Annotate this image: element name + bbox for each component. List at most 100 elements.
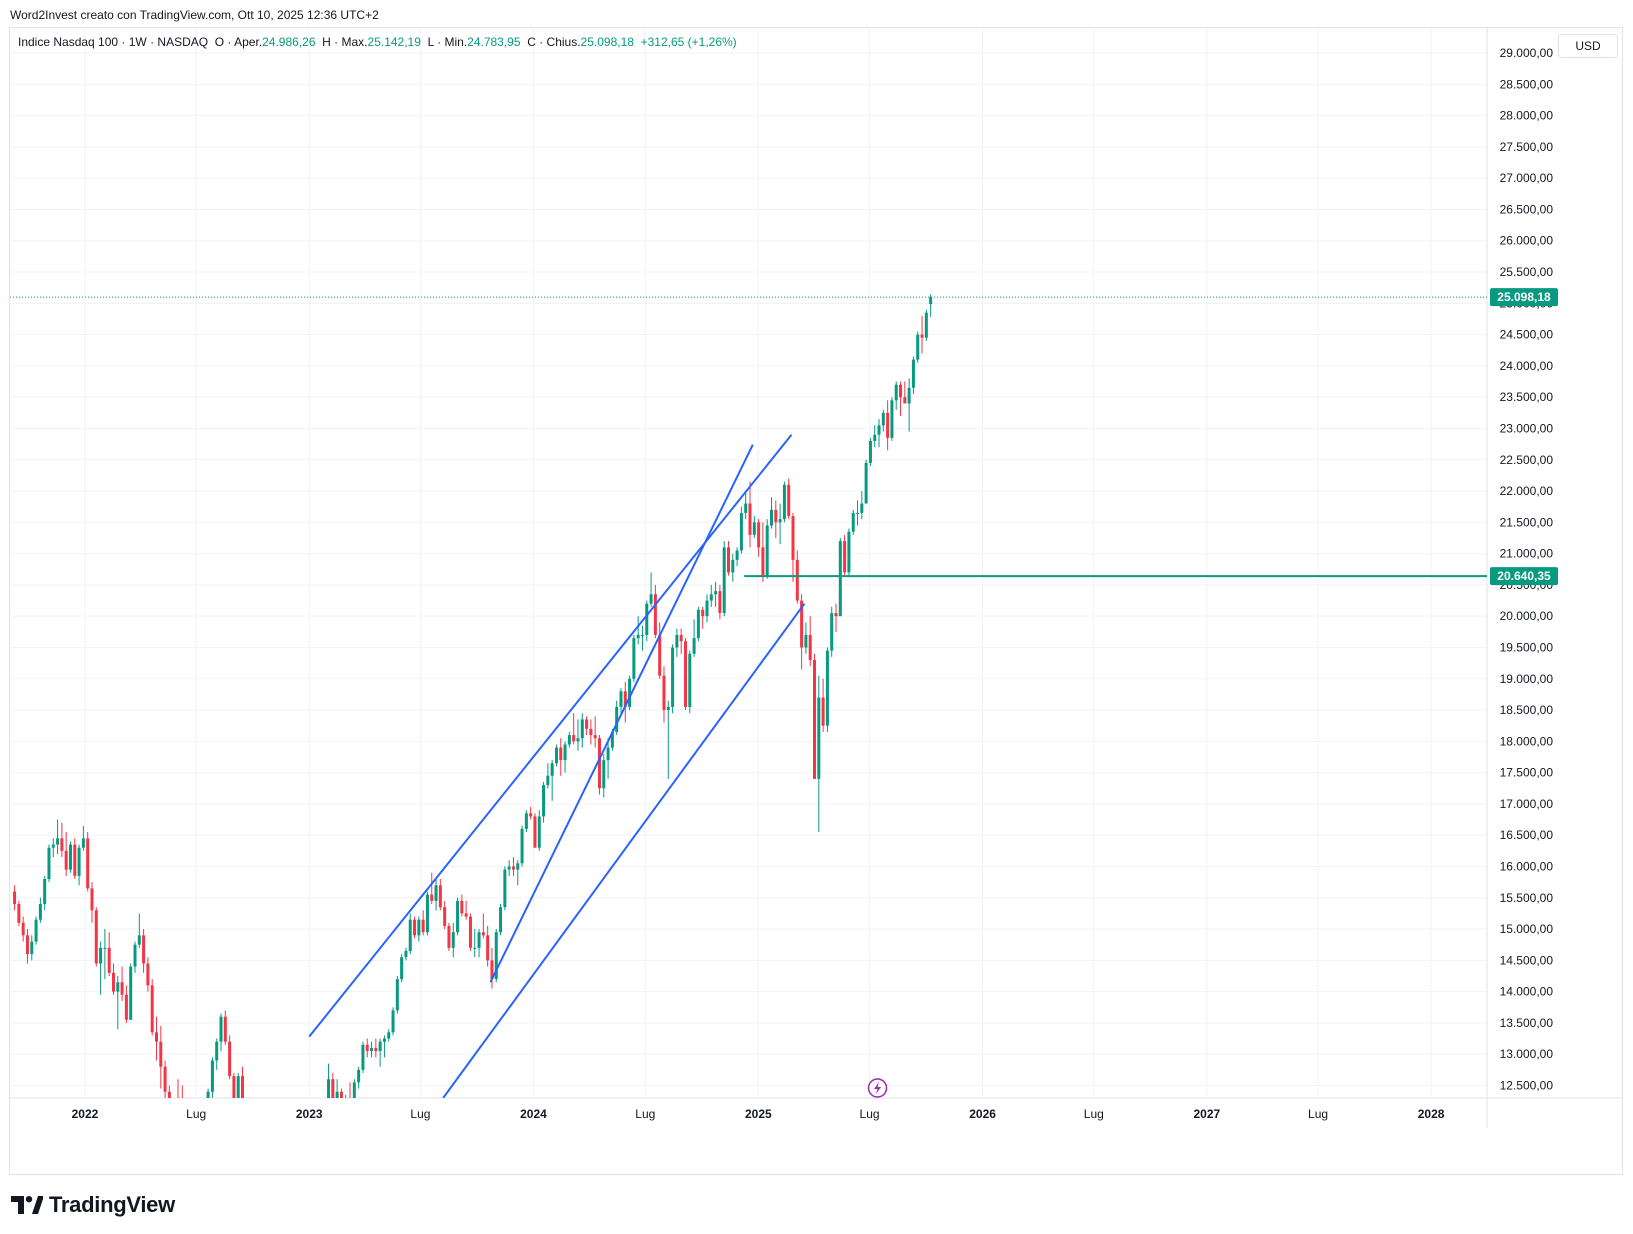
candle xyxy=(335,1079,339,1098)
candle-body xyxy=(391,1010,395,1033)
candle-body xyxy=(185,1161,188,1174)
candle xyxy=(99,941,103,995)
candle-body xyxy=(206,1091,210,1098)
time-tick-label: Lug xyxy=(410,1107,430,1121)
candle-body xyxy=(726,547,730,573)
candle-body xyxy=(167,1091,171,1098)
candle-body xyxy=(563,744,567,761)
lightning-icon[interactable] xyxy=(867,1078,888,1098)
level-price-badge: 20.640,35 xyxy=(1490,567,1558,586)
candle xyxy=(662,666,666,723)
candle xyxy=(73,838,77,879)
candle xyxy=(357,1066,361,1089)
candle-body xyxy=(533,816,537,848)
candle xyxy=(825,647,829,732)
candle xyxy=(241,1066,245,1098)
candle-body xyxy=(881,412,885,426)
candle-body xyxy=(899,384,903,398)
candle xyxy=(387,1029,391,1042)
candle xyxy=(529,807,533,820)
candle xyxy=(886,400,890,451)
trendline[interactable] xyxy=(442,603,806,1098)
event-marker[interactable] xyxy=(867,1078,888,1098)
candle-body xyxy=(382,1038,386,1042)
candle-body xyxy=(602,760,606,789)
candle xyxy=(645,600,649,642)
candle-body xyxy=(877,425,881,435)
candle xyxy=(916,331,920,363)
candle-body xyxy=(920,334,924,338)
candle xyxy=(761,522,765,582)
time-axis[interactable]: 2022 Lug 2023 Lug 2024 Lug 2025 Lug 2026 Lug 2027 L… xyxy=(72,1107,1445,1121)
candle-body xyxy=(464,913,468,917)
tradingview-logo-icon xyxy=(11,1196,43,1214)
candle xyxy=(731,553,735,582)
candle-body xyxy=(838,541,842,617)
candle xyxy=(628,675,632,711)
candle-body xyxy=(679,634,683,642)
candle xyxy=(589,719,593,745)
price-tick-label: 27.000,00 xyxy=(1500,171,1554,185)
candle xyxy=(911,356,915,395)
candle-body xyxy=(425,894,429,933)
price-tick-label: 19.500,00 xyxy=(1500,640,1554,654)
candle-body xyxy=(77,847,81,876)
currency-selector[interactable]: USD xyxy=(1558,34,1618,58)
time-tick-label: 2026 xyxy=(969,1107,996,1121)
candle xyxy=(370,1041,374,1058)
candle-body xyxy=(181,1107,184,1160)
candle-body xyxy=(318,1126,321,1148)
candle xyxy=(86,832,90,892)
candle xyxy=(834,603,838,632)
candle-body xyxy=(116,982,120,992)
price-axis[interactable]: 12.500,00 13.000,00 13.500,00 14.000,00 14.5… xyxy=(1500,46,1554,1092)
candle xyxy=(60,822,64,858)
candle-body xyxy=(38,904,42,920)
candle-body xyxy=(585,719,589,729)
candle xyxy=(417,916,421,942)
candle-body xyxy=(250,1157,253,1181)
candle-body xyxy=(907,387,911,404)
candle-body xyxy=(90,888,94,911)
candle xyxy=(323,1104,326,1132)
candle-body xyxy=(13,891,17,905)
plot-area[interactable] xyxy=(10,294,1487,1198)
candle-body xyxy=(550,763,554,776)
candle-body xyxy=(524,813,528,829)
candle-body xyxy=(516,863,520,870)
candle-body xyxy=(765,525,769,576)
candle-body xyxy=(395,979,399,1011)
candle xyxy=(481,913,485,939)
candle-body xyxy=(413,919,417,936)
tradingview-brand[interactable]: TradingView xyxy=(11,1192,175,1218)
candle xyxy=(172,1098,175,1136)
candle xyxy=(473,929,477,958)
candle xyxy=(245,1117,248,1161)
candle-body xyxy=(894,384,898,401)
candle-body xyxy=(559,747,563,761)
candle xyxy=(929,294,933,317)
candle xyxy=(847,528,851,576)
trendline[interactable] xyxy=(308,434,793,1038)
candle xyxy=(494,929,498,983)
candle-body xyxy=(210,1060,214,1092)
trendline[interactable] xyxy=(489,444,754,983)
candle xyxy=(563,741,567,773)
candle-body xyxy=(357,1069,361,1083)
candle-body xyxy=(744,503,748,513)
candle-body xyxy=(232,1076,236,1098)
candle xyxy=(421,910,425,936)
candle-body xyxy=(490,960,494,980)
candle xyxy=(430,872,434,905)
candle-body xyxy=(107,947,111,973)
candle xyxy=(167,1085,171,1098)
candle-body xyxy=(68,844,72,870)
candle-body xyxy=(124,994,128,1020)
legend-close-label: C · Chius. xyxy=(527,35,581,49)
candle xyxy=(327,1063,331,1098)
candle xyxy=(194,1126,197,1164)
candles-layer xyxy=(13,294,933,1181)
price-badges: 20.640,35 25.098,18 xyxy=(1490,288,1558,586)
candle-body xyxy=(103,947,107,949)
